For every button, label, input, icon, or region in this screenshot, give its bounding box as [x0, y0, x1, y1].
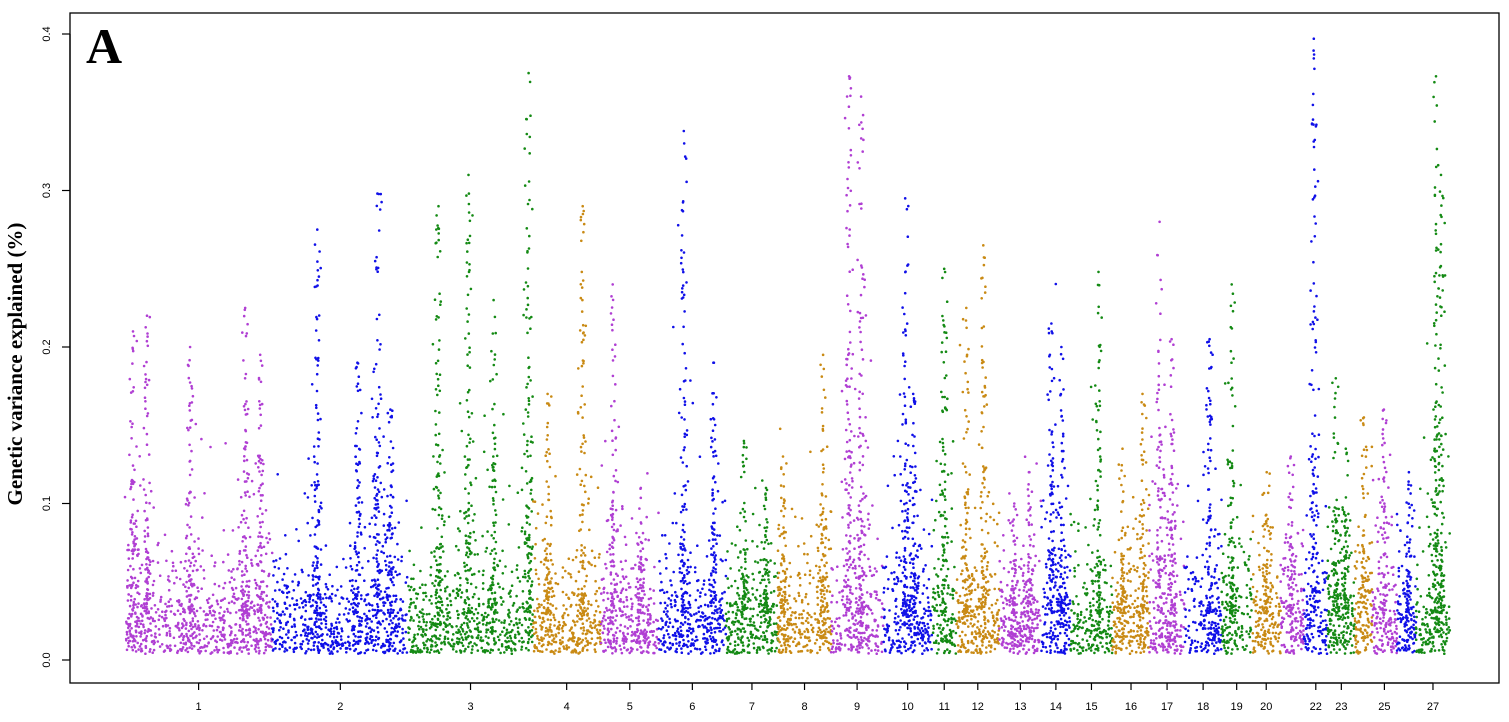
x-tick-label: 1 [196, 701, 202, 713]
x-tick-label: 3 [467, 701, 473, 713]
x-tick-label: 19 [1231, 701, 1243, 713]
x-tick-label: 18 [1197, 701, 1209, 713]
chromosome-21-points [1279, 455, 1305, 655]
y-tick-label: 0.4 [41, 26, 53, 41]
y-tick-label: 0.1 [41, 496, 53, 511]
chromosome-2-points [270, 192, 409, 655]
x-tick-label: 12 [972, 701, 984, 713]
x-tick-label: 17 [1161, 701, 1173, 713]
chromosome-23-points [1326, 377, 1356, 655]
chromosome-5-points [599, 283, 661, 655]
x-tick-label: 14 [1050, 701, 1062, 713]
x-tick-label: 13 [1014, 701, 1026, 713]
chromosome-26-points [1395, 470, 1418, 654]
chromosome-22-points [1302, 37, 1329, 656]
chromosome-25-points [1370, 408, 1399, 655]
chromosome-24-points [1353, 416, 1374, 655]
x-tick-label: 23 [1335, 701, 1347, 713]
chromosome-17-points [1148, 220, 1186, 655]
chromosome-27-points [1414, 75, 1452, 655]
chromosome-10-points [881, 196, 934, 655]
chromosome-7-points [724, 439, 780, 655]
data-points [123, 37, 1452, 656]
x-tick-label: 6 [689, 701, 695, 713]
chromosome-20-points [1251, 470, 1282, 655]
chromosome-9-points [829, 74, 885, 655]
x-tick-label: 16 [1125, 701, 1137, 713]
chromosome-16-points [1111, 392, 1151, 656]
y-axis-label: Genetic variance explained (%) [3, 223, 27, 506]
x-tick-label: 5 [627, 701, 633, 713]
x-tick-label: 8 [801, 701, 807, 713]
chromosome-13-points [998, 455, 1043, 655]
chromosome-4-points [531, 204, 603, 655]
chromosome-18-points [1183, 337, 1223, 656]
x-tick-label: 27 [1427, 701, 1439, 713]
chromosome-3-points [407, 71, 534, 656]
chromosome-12-points [955, 243, 1001, 655]
x-tick-label: 9 [854, 701, 860, 713]
x-axis: 1 2 3 4 5 6 7 8 9 10 11 12 13 14 15 16 17 18 19 20 22 23 25 27 [196, 682, 1439, 713]
x-tick-label: 4 [564, 701, 570, 713]
x-tick-label: 10 [902, 701, 914, 713]
y-axis: 0.0 0.1 0.2 0.3 0.4 [41, 26, 71, 668]
x-tick-label: 7 [749, 701, 755, 713]
x-tick-label: 22 [1310, 701, 1322, 713]
chromosome-11-points [931, 267, 958, 655]
y-tick-label: 0.3 [41, 183, 53, 198]
chromosome-15-points [1069, 270, 1114, 655]
x-tick-label: 20 [1260, 701, 1272, 713]
chromosome-14-points [1040, 282, 1072, 655]
panel-label: A [86, 18, 122, 74]
chromosome-8-points [776, 353, 833, 655]
x-tick-label: 25 [1378, 701, 1390, 713]
chromosome-1-points [123, 306, 274, 655]
x-tick-label: 11 [939, 701, 950, 713]
x-tick-label: 15 [1085, 701, 1097, 713]
chromosome-19-points [1220, 283, 1253, 655]
y-tick-label: 0.2 [41, 339, 53, 354]
chromosome-6-points [657, 129, 728, 655]
y-tick-label: 0.0 [41, 652, 53, 667]
x-tick-label: 2 [337, 701, 343, 713]
